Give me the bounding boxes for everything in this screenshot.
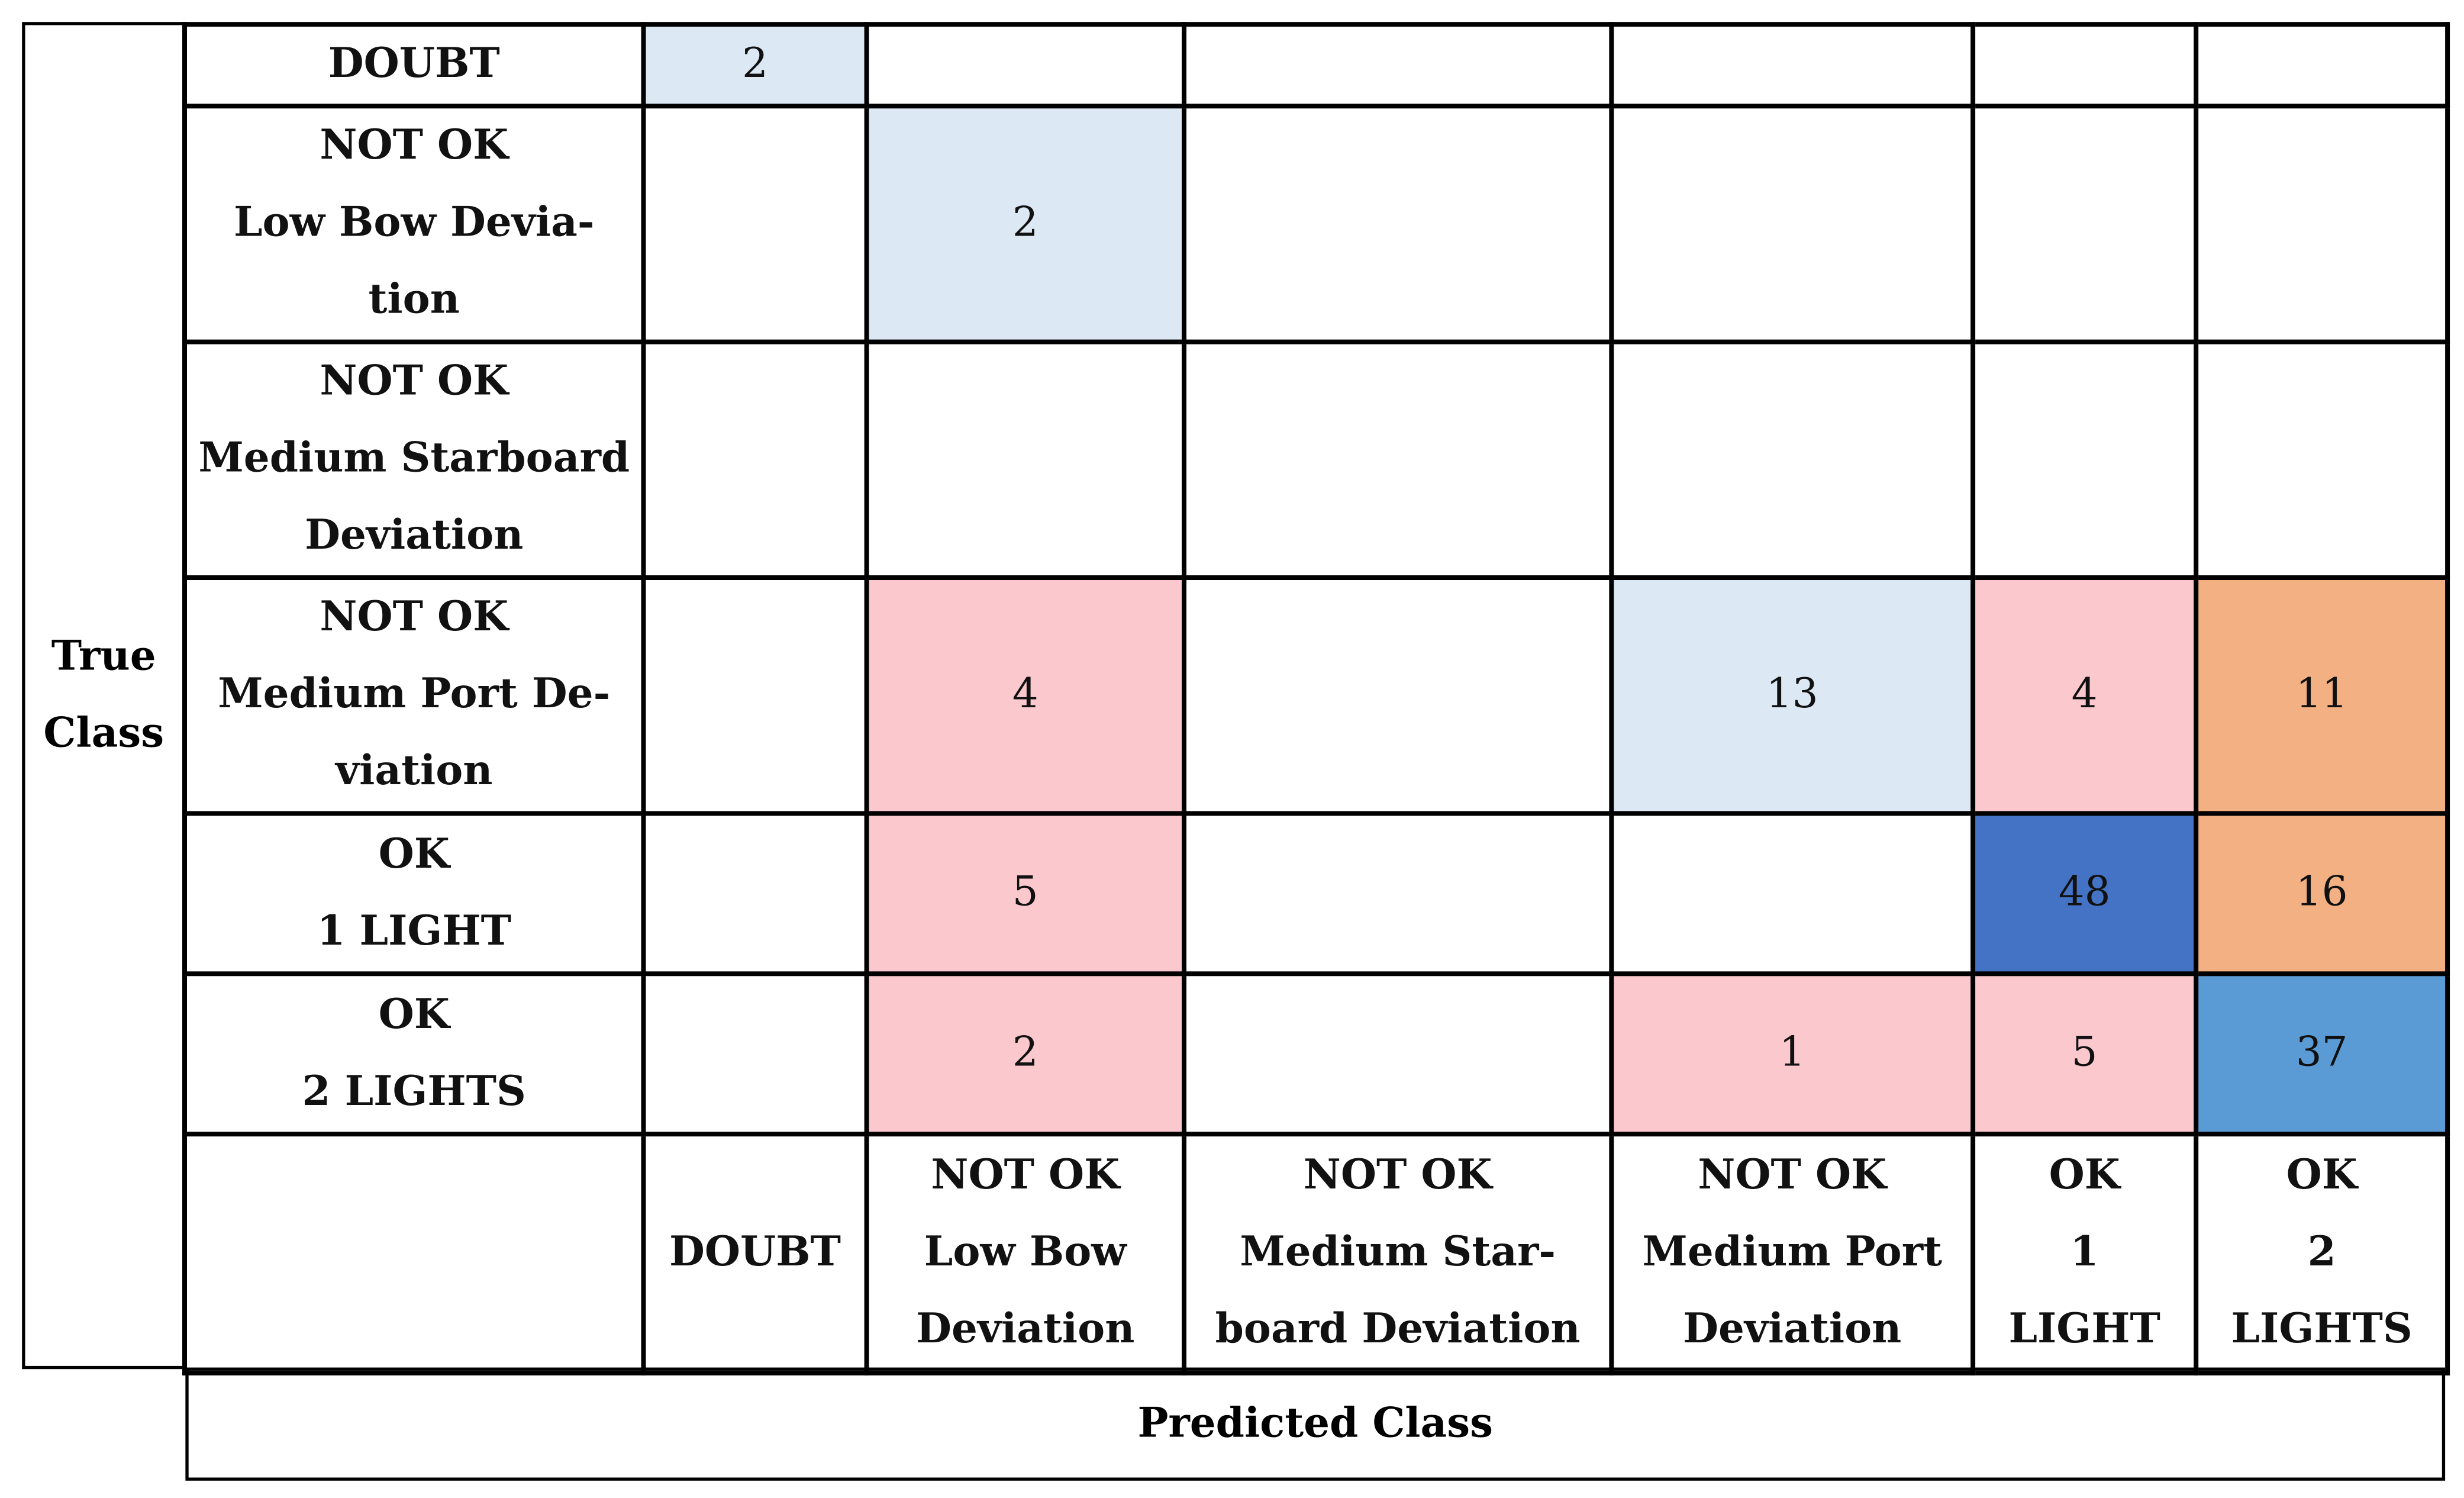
true-class-label: NOT OK Low Bow Devia- tion — [182, 104, 646, 344]
matrix-cell: 2 — [864, 104, 1186, 344]
matrix-cell: 4 — [1970, 575, 2199, 816]
matrix-cell — [2194, 104, 2450, 344]
matrix-row: DOUBT 2 — [182, 22, 2450, 109]
matrix-cell — [864, 22, 1186, 109]
true-class-label: NOT OK Medium Port De- viation — [182, 575, 646, 816]
matrix-cell — [641, 339, 869, 580]
matrix-cell — [641, 104, 869, 344]
predicted-class-label: NOT OK Medium Star- board Deviation — [1182, 1132, 1614, 1375]
predicted-class-label: OK 1 LIGHT — [1970, 1132, 2199, 1375]
matrix-cell — [864, 339, 1186, 580]
true-class-axis-label: True Class — [22, 22, 186, 1370]
matrix-cell — [1970, 339, 2199, 580]
matrix-cell: 5 — [1970, 971, 2199, 1137]
matrix-cell — [1182, 339, 1614, 580]
matrix-cell — [641, 971, 869, 1137]
matrix-cell — [1182, 22, 1614, 109]
predicted-class-label: OK 2 LIGHTS — [2194, 1132, 2450, 1375]
matrix-cell — [1609, 104, 1976, 344]
matrix-row: OK 1 LIGHT 5 48 16 — [182, 811, 2450, 977]
matrix-cell: 2 — [864, 971, 1186, 1137]
true-class-label: NOT OK Medium Starboard Deviation — [182, 339, 646, 580]
true-class-label: OK 2 LIGHTS — [182, 971, 646, 1137]
matrix-cell — [1609, 22, 1976, 109]
matrix-row: NOT OK Low Bow Devia- tion 2 — [182, 104, 2450, 344]
matrix-cell: 1 — [1609, 971, 1976, 1137]
matrix-cell: 11 — [2194, 575, 2450, 816]
matrix-cell — [641, 811, 869, 977]
matrix-cell — [1609, 339, 1976, 580]
matrix-row: NOT OK Medium Starboard Deviation — [182, 339, 2450, 580]
matrix-cell — [2194, 339, 2450, 580]
predicted-class-label: DOUBT — [641, 1132, 869, 1375]
true-class-label: OK 1 LIGHT — [182, 811, 646, 977]
matrix-cell — [2194, 22, 2450, 109]
matrix-cell — [1970, 22, 2199, 109]
matrix-cell — [1182, 575, 1614, 816]
matrix-cell: 5 — [864, 811, 1186, 977]
predicted-class-header-row: DOUBT NOT OK Low Bow Deviation NOT OK Medi… — [182, 1132, 2450, 1375]
true-class-label: DOUBT — [182, 22, 646, 109]
predicted-class-label: NOT OK Low Bow Deviation — [864, 1132, 1186, 1375]
matrix-row: NOT OK Medium Port De- viation 4 13 4 11 — [182, 575, 2450, 816]
matrix-cell — [1182, 104, 1614, 344]
matrix-row: OK 2 LIGHTS 2 1 5 37 — [182, 971, 2450, 1137]
matrix-cell: 13 — [1609, 575, 1976, 816]
predicted-class-axis-label: Predicted Class — [185, 1367, 2446, 1481]
matrix-cell: 37 — [2194, 971, 2450, 1137]
matrix-cell: 4 — [864, 575, 1186, 816]
matrix-cell: 2 — [641, 22, 869, 109]
predicted-class-label: NOT OK Medium Port Deviation — [1609, 1132, 1976, 1375]
matrix-cell: 48 — [1970, 811, 2199, 977]
corner-cell — [182, 1132, 646, 1375]
matrix-cell — [1182, 971, 1614, 1137]
matrix-cell — [1970, 104, 2199, 344]
matrix-cell — [641, 575, 869, 816]
matrix-cell: 16 — [2194, 811, 2450, 977]
matrix-cell — [1609, 811, 1976, 977]
confusion-matrix-table: DOUBT 2 NOT OK Low Bow Devia- tion 2 NOT OK … — [182, 22, 2450, 1375]
matrix-cell — [1182, 811, 1614, 977]
